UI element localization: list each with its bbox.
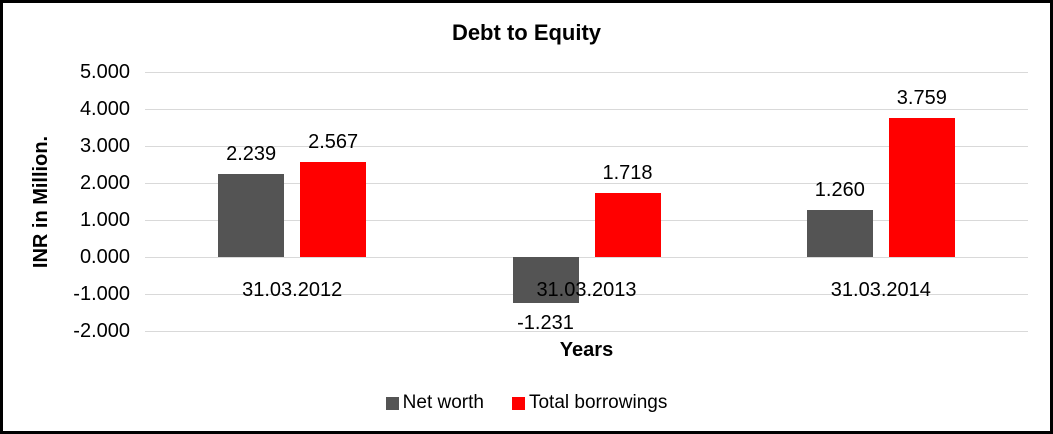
legend-label: Net worth bbox=[402, 392, 484, 413]
y-tick-label: 3.000 bbox=[79, 135, 130, 157]
legend: Net worth Total borrowings bbox=[3, 392, 1050, 414]
gridline bbox=[145, 183, 1028, 184]
y-tick-label: -1.000 bbox=[73, 283, 130, 305]
data-label-net-worth-31-03-2013: -1.231 bbox=[517, 311, 574, 334]
legend-item-net-worth: Net worth bbox=[385, 392, 484, 414]
data-label-total-borrowings-31-03-2014: 3.759 bbox=[896, 86, 947, 109]
data-label-total-borrowings-31-03-2013: 1.718 bbox=[602, 162, 653, 185]
gridline bbox=[145, 331, 1028, 332]
y-tick-label: -2.000 bbox=[73, 320, 130, 342]
gridline bbox=[145, 109, 1028, 110]
chart-title: Debt to Equity bbox=[451, 20, 602, 45]
y-tick-label: 1.000 bbox=[79, 209, 130, 231]
legend-swatch-icon bbox=[511, 396, 525, 410]
bar-net-worth-31-03-2012 bbox=[218, 174, 285, 257]
legend-swatch-icon bbox=[385, 396, 399, 410]
plot-area bbox=[145, 72, 1028, 332]
gridline bbox=[145, 257, 1028, 258]
gridline bbox=[145, 220, 1028, 221]
bar-total-borrowings-31-03-2012 bbox=[300, 162, 367, 257]
y-tick-label: 4.000 bbox=[79, 98, 130, 120]
data-label-net-worth-31-03-2012: 2.239 bbox=[226, 143, 277, 166]
y-tick-label: 2.000 bbox=[79, 172, 130, 194]
category-label-31-03-2014: 31.03.2014 bbox=[830, 279, 931, 301]
category-label-31-03-2012: 31.03.2012 bbox=[242, 279, 343, 301]
legend-label: Total borrowings bbox=[528, 392, 668, 413]
gridline bbox=[145, 72, 1028, 73]
y-tick-label: 0.000 bbox=[79, 246, 130, 268]
bar-total-borrowings-31-03-2014 bbox=[888, 117, 955, 257]
gridline bbox=[145, 294, 1028, 295]
data-label-net-worth-31-03-2014: 1.260 bbox=[814, 179, 865, 202]
bar-net-worth-31-03-2014 bbox=[806, 210, 873, 257]
bar-total-borrowings-31-03-2013 bbox=[594, 193, 661, 257]
legend-item-total-borrowings: Total borrowings bbox=[511, 392, 668, 414]
category-label-31-03-2013: 31.03.2013 bbox=[536, 279, 637, 301]
gridline bbox=[145, 146, 1028, 147]
y-tick-label: 5.000 bbox=[79, 61, 130, 83]
data-label-total-borrowings-31-03-2012: 2.567 bbox=[308, 131, 359, 154]
bar-net-worth-31-03-2013 bbox=[512, 257, 579, 303]
x-axis-title: Years bbox=[559, 339, 614, 361]
